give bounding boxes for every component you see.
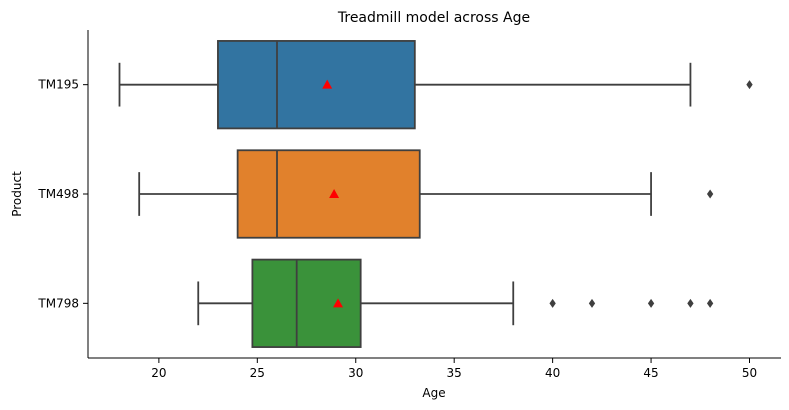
y-tick-label: TM195	[37, 78, 79, 92]
mean-marker	[322, 79, 333, 89]
x-tick-label: 25	[250, 366, 265, 380]
y-tick-label: TM798	[37, 296, 79, 310]
x-tick-label: 35	[447, 366, 462, 380]
box-tm498	[138, 149, 714, 239]
outlier-point	[687, 298, 694, 308]
outlier-point	[746, 80, 753, 90]
chart-title: Treadmill model across Age	[337, 10, 530, 26]
box-iqr	[251, 258, 362, 348]
x-tick-label: 30	[348, 366, 363, 380]
y-tick-label: TM498	[37, 187, 79, 201]
ticks: TM195 TM498 TM798 20 25 30 35 40 45 50	[37, 78, 757, 380]
outlier-point	[549, 298, 556, 308]
box-iqr	[236, 149, 421, 239]
outlier-point	[706, 298, 714, 308]
outlier-point	[706, 189, 714, 199]
y-axis-label: Product	[10, 171, 24, 217]
mean-marker	[333, 298, 344, 308]
box-tm195	[118, 40, 753, 130]
outlier-point	[588, 298, 596, 308]
plot-area	[118, 40, 753, 348]
box-tm798	[197, 258, 714, 348]
box-iqr	[217, 40, 416, 130]
x-tick-label: 45	[643, 366, 658, 380]
x-tick-label: 20	[151, 366, 166, 380]
x-tick-label: 40	[545, 366, 560, 380]
x-axis-label: Age	[422, 386, 445, 400]
outlier-point	[647, 298, 655, 308]
x-tick-label: 50	[742, 366, 757, 380]
mean-marker	[329, 189, 340, 198]
